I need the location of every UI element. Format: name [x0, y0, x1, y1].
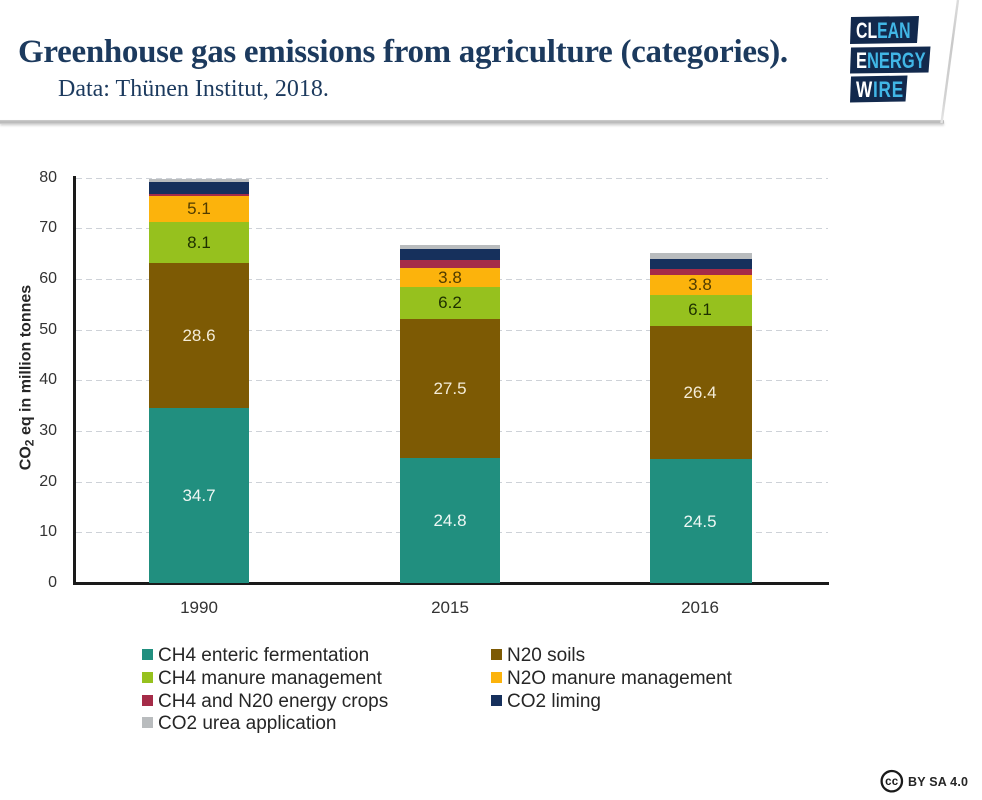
svg-text:cc: cc: [885, 776, 899, 788]
